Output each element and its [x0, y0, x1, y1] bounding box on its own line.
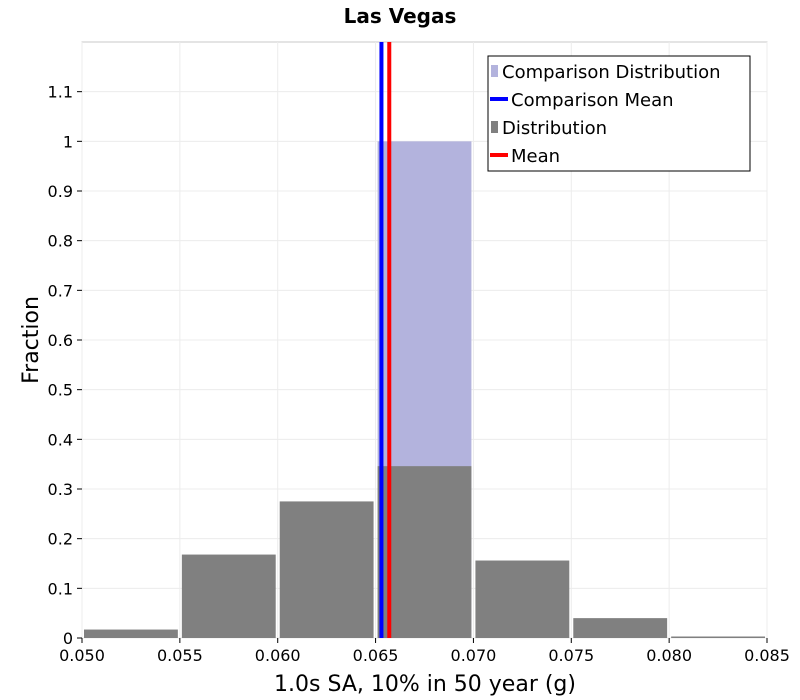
y-tick-label: 0.1	[48, 579, 73, 598]
mean-lines-group	[379, 42, 392, 638]
x-tick-label: 0.055	[157, 646, 203, 665]
x-tick-label: 0.050	[59, 646, 105, 665]
distribution-legend-swatch	[491, 121, 498, 133]
distribution-bar	[279, 501, 374, 638]
legend-box	[487, 55, 751, 172]
x-axis-label: 1.0s SA, 10% in 50 year (g)	[274, 672, 576, 697]
y-tick-label: 0.6	[48, 331, 73, 350]
x-tick-label: 0.085	[744, 646, 790, 665]
x-tick-label: 0.060	[255, 646, 301, 665]
distribution-bar	[573, 618, 668, 638]
legend: Comparison Distribution Comparison Mean Di…	[487, 55, 751, 172]
y-tick-label: 1	[63, 132, 73, 151]
y-tick-label: 0.3	[48, 480, 73, 499]
x-tick-label: 0.070	[451, 646, 497, 665]
y-tick-label: 0	[63, 629, 73, 648]
comparison-mean-legend-label: Comparison Mean	[511, 90, 674, 111]
distribution-bar	[377, 466, 472, 638]
distribution-bar	[84, 629, 178, 638]
y-axis-label: Fraction	[19, 296, 44, 384]
y-tick-label: 0.8	[48, 232, 73, 251]
comparison-distribution-legend-label: Comparison Distribution	[502, 62, 721, 83]
y-tick-label: 1.1	[48, 83, 73, 102]
distribution-bar	[671, 636, 765, 638]
distribution-bar	[181, 554, 276, 638]
x-tick-label: 0.080	[646, 646, 692, 665]
distribution-legend-label: Distribution	[502, 118, 607, 139]
mean-legend-label: Mean	[511, 146, 560, 167]
x-tick-label: 0.075	[548, 646, 594, 665]
y-tick-label: 0.7	[48, 281, 73, 300]
bars-group	[84, 141, 765, 639]
y-axis-ticks: 0 0.1 0.2 0.3 0.4 0.5 0.6 0.7 0.8 0.9 1 1.1	[48, 83, 82, 648]
y-tick-label: 0.5	[48, 381, 73, 400]
x-axis-ticks: 0.050 0.055 0.060 0.065 0.070 0.075 0.080 0.085	[59, 638, 790, 665]
comparison-distribution-legend-swatch	[491, 65, 498, 77]
y-tick-label: 0.9	[48, 182, 73, 201]
chart-title: Las Vegas	[344, 4, 457, 28]
distribution-bar	[475, 560, 570, 638]
y-tick-label: 0.2	[48, 530, 73, 549]
y-tick-label: 0.4	[48, 430, 73, 449]
x-tick-label: 0.065	[353, 646, 399, 665]
